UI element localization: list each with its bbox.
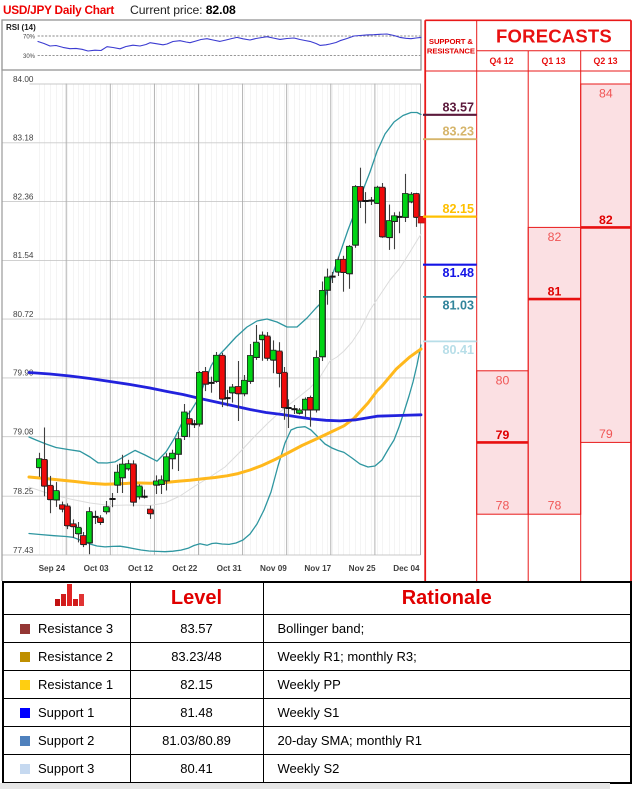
svg-text:Q2 13: Q2 13 [594,56,618,66]
svg-text:SUPPORT &: SUPPORT & [429,37,473,46]
svg-text:70%: 70% [23,35,36,41]
svg-text:82.15: 82.15 [442,202,474,216]
svg-text:80.72: 80.72 [13,310,34,319]
svg-text:30%: 30% [23,54,36,60]
svg-text:80: 80 [496,373,510,387]
svg-text:77.43: 77.43 [13,546,34,555]
svg-text:Nov 17: Nov 17 [304,564,331,573]
svg-text:78.25: 78.25 [13,487,34,496]
svg-text:81.54: 81.54 [13,251,34,260]
svg-text:84.00: 84.00 [13,75,34,84]
svg-text:Oct 03: Oct 03 [84,564,109,573]
svg-text:83.18: 83.18 [13,134,34,143]
svg-text:FORECASTS: FORECASTS [496,26,612,47]
svg-text:RESISTANCE: RESISTANCE [427,47,475,56]
svg-text:78: 78 [496,499,510,513]
svg-text:79.08: 79.08 [13,428,34,437]
svg-text:82.36: 82.36 [13,192,34,201]
svg-text:82: 82 [548,230,562,244]
svg-text:79: 79 [599,427,613,441]
svg-text:81: 81 [548,285,562,299]
svg-text:78: 78 [548,499,562,513]
svg-text:Oct 31: Oct 31 [217,564,242,573]
svg-text:84: 84 [599,87,613,101]
svg-text:Nov 09: Nov 09 [260,564,287,573]
svg-text:81.48: 81.48 [442,266,474,280]
svg-text:83.57: 83.57 [442,100,474,114]
svg-text:Nov 25: Nov 25 [349,564,376,573]
svg-text:82: 82 [599,213,613,227]
svg-text:Sep 24: Sep 24 [39,564,66,573]
svg-text:80.41: 80.41 [442,343,474,357]
svg-text:Q4 12: Q4 12 [490,56,514,66]
svg-text:Oct 22: Oct 22 [172,564,197,573]
svg-text:81.03: 81.03 [442,298,474,312]
svg-text:83.23: 83.23 [442,125,474,139]
svg-text:RSI (14): RSI (14) [6,23,36,32]
svg-text:Dec 04: Dec 04 [393,564,420,573]
svg-text:Oct 12: Oct 12 [128,564,153,573]
svg-text:79.90: 79.90 [13,369,34,378]
svg-text:Q1 13: Q1 13 [542,56,566,66]
svg-text:79: 79 [496,428,510,442]
